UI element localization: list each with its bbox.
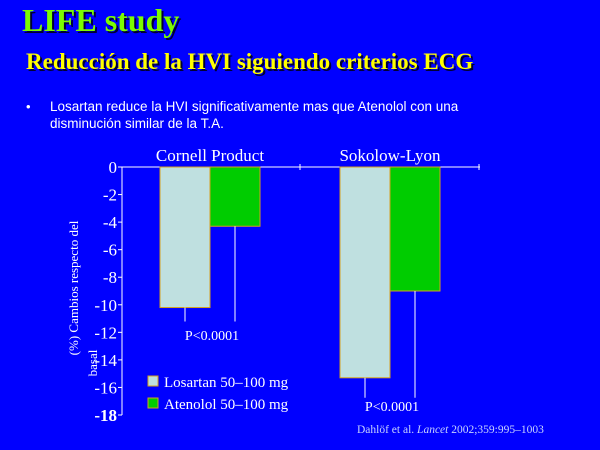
bar-losartan — [339, 166, 391, 379]
legend-label: Atenolol 50–100 mg — [164, 397, 289, 413]
y-tick-label: -4 — [103, 213, 118, 232]
p-value-annotation: P<0.0001 — [365, 400, 419, 415]
p-value-annotation: P<0.0001 — [185, 329, 239, 344]
y-tick-label: -2 — [103, 186, 117, 205]
citation: Dahlöf et al. Lancet 2002;359:995–1003 — [357, 424, 544, 436]
y-tick-label: -8 — [103, 268, 117, 287]
category-label: Sokolow-Lyon — [339, 146, 441, 165]
citation-authors: Dahlöf et al. — [357, 424, 415, 436]
category-label: Cornell Product — [156, 146, 264, 165]
y-tick-label: -12 — [94, 323, 117, 342]
bar-losartan — [159, 166, 211, 309]
y-tick-label: -16 — [94, 378, 117, 397]
bar-atenolol — [389, 166, 441, 292]
citation-journal: Lancet — [417, 424, 449, 436]
citation-reference: 2002;359:995–1003 — [451, 424, 544, 436]
y-axis-label: (%) Cambios respecto del — [66, 220, 81, 355]
bar-atenolol — [209, 166, 261, 227]
y-tick-label: -14 — [94, 351, 117, 370]
legend-swatch-losartan — [147, 375, 159, 387]
bullet-marker: • — [26, 99, 31, 114]
y-tick-label: -10 — [94, 296, 117, 315]
bullet-text: Losartan reduce la HVI significativament… — [50, 99, 459, 131]
legend-swatch-atenolol — [147, 397, 159, 409]
y-axis-label-continued: basal — [85, 349, 100, 376]
slide-subtitle: Reducción de la HVI siguiendo criterios … — [26, 49, 474, 74]
legend-label: Losartan 50–100 mg — [164, 375, 289, 391]
y-tick-label: 0 — [109, 158, 118, 177]
y-tick-label: -18 — [94, 406, 117, 425]
slide-title: LIFE study — [22, 2, 180, 38]
y-tick-label: -6 — [103, 241, 117, 260]
